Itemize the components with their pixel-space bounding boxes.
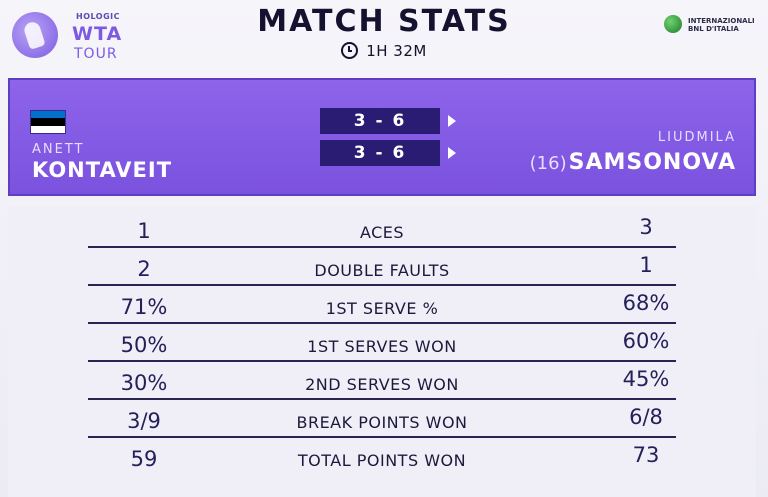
player2-value: 73 [632,443,660,467]
stat-label: TOTAL POINTS WON [297,451,467,470]
tournament-logo: INTERNAZIONALI BNL D'ITALIA [664,12,756,38]
sponsor-line-1: INTERNAZIONALI [688,17,755,25]
stat-row: 1 ACES 3 [8,210,756,248]
player2-last-name: SAMSONOVA [568,150,736,175]
player2-first-name: LIUDMILA [657,130,736,145]
row-divider [88,246,676,248]
tennis-ball-icon [664,15,682,33]
player2-value: 68% [622,291,670,315]
stat-label: 2ND SERVES WON [305,375,459,394]
row-divider [88,436,676,438]
clock-icon [341,42,359,59]
player1-value: 2 [137,257,151,281]
player1-value: 3/9 [127,409,161,433]
player2-value: 3 [639,215,653,239]
player1-value: 71% [120,295,168,319]
stat-label: 1ST SERVES WON [307,337,457,356]
stat-label: ACES [359,223,405,242]
stats-table: 1 ACES 3 2 DOUBLE FAULTS 1 71% 1ST SERVE… [8,206,756,497]
play-arrow-icon [448,147,456,159]
row-divider [88,322,676,324]
player1-value: 1 [137,219,151,243]
row-divider [88,398,676,400]
set-1-score: 3 - 6 [320,108,440,134]
stat-row: 30% 2ND SERVES WON 45% [8,362,756,400]
logo-tour: TOUR [74,46,118,62]
header: HOLOGIC WTA TOUR MATCH STATS 1H 32M INTE… [0,0,768,76]
player1-value: 50% [120,333,168,357]
logo-sponsor: HOLOGIC [76,12,121,21]
player2-value: 60% [622,329,670,353]
estonia-flag-icon [30,110,66,134]
duration-text: 1H 32M [366,42,427,60]
match-duration: 1H 32M [0,42,768,60]
stat-row: 50% 1ST SERVES WON 60% [8,324,756,362]
player2-value: 6/8 [629,405,663,429]
stat-row: 3/9 BREAK POINTS WON 6/8 [8,400,756,438]
player2-value: 45% [622,367,670,391]
page-title: MATCH STATS [257,4,511,39]
player1-first-name: ANETT [32,142,85,157]
player1-last-name: KONTAVEIT [32,158,173,182]
set-2-score: 3 - 6 [320,140,440,166]
stat-row: 71% 1ST SERVE % 68% [8,286,756,324]
player1-value: 59 [130,447,158,471]
wta-tour-logo: HOLOGIC WTA TOUR [12,8,142,66]
stat-label: DOUBLE FAULTS [314,261,450,280]
stat-label: 1ST SERVE % [325,299,439,318]
row-divider [88,284,676,286]
logo-name: WTA [72,23,123,45]
player2-value: 1 [639,253,653,277]
stat-row: 2 DOUBLE FAULTS 1 [8,248,756,286]
wta-emblem-icon [12,12,58,58]
row-divider [88,360,676,362]
player2-seed: (16) [529,153,567,174]
player1-value: 30% [120,371,168,395]
score-banner: ANETT KONTAVEIT 3 - 6 3 - 6 LIUDMILA (16… [8,78,756,196]
stat-row: 59 TOTAL POINTS WON 73 [8,438,756,476]
play-arrow-icon [448,115,456,127]
sponsor-line-2: BNL D'ITALIA [688,25,739,33]
stat-label: BREAK POINTS WON [296,413,468,432]
